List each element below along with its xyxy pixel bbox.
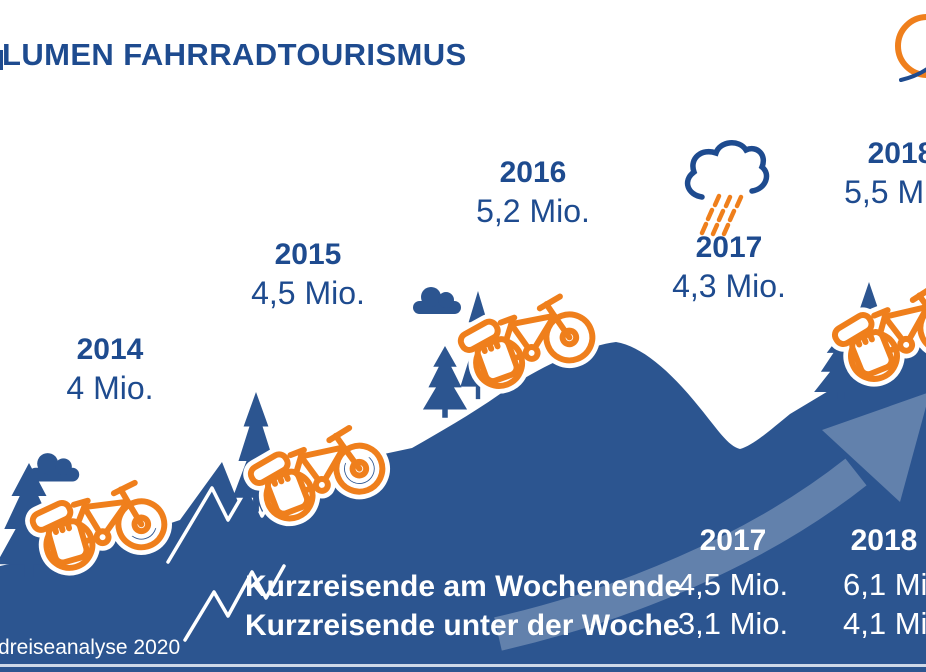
table-row-label: Kurzreisende unter der Woche <box>245 609 680 642</box>
ring-logo-icon <box>895 14 926 82</box>
rain-cloud-icon <box>684 140 770 237</box>
table-column-header-2018: 2018 <box>850 524 918 557</box>
value-label: 5,5 Mio. <box>844 174 926 210</box>
data-point-2014: 2014 4 Mio. <box>30 333 190 406</box>
table-cell: 6,1 Mio. <box>843 567 926 602</box>
table-column-header-2017: 2017 <box>699 524 767 557</box>
table-cell: 4,5 Mio. <box>677 567 789 602</box>
data-point-2017: 2017 4,3 Mio. <box>649 231 809 304</box>
year-label: 2014 <box>76 333 144 366</box>
year-label: 2015 <box>274 238 342 271</box>
cloud-icon <box>28 453 80 482</box>
data-point-2016: 2016 5,2 Mio. <box>453 156 613 229</box>
year-label: 2016 <box>499 156 567 189</box>
year-label: 2017 <box>695 231 763 264</box>
year-label: 2018 <box>867 137 926 170</box>
mountain-silhouette <box>0 342 926 672</box>
value-label: 4,5 Mio. <box>251 275 365 311</box>
page-title: LUMEN FAHRRADTOURISMUS <box>2 37 467 72</box>
cloud-icon <box>413 287 461 314</box>
data-point-2015: 2015 4,5 Mio. <box>228 238 388 311</box>
value-label: 4 Mio. <box>66 370 154 406</box>
table-row-label: Kurzreisende am Wochenende <box>245 570 682 603</box>
value-label: 5,2 Mio. <box>476 193 590 229</box>
source-note: dreiseanalyse 2020 <box>0 636 181 659</box>
growth-arrow-icon <box>494 393 926 651</box>
table-cell: 3,1 Mio. <box>677 606 789 641</box>
data-point-2018: 2018 5,5 Mio. <box>821 137 926 210</box>
bottom-divider <box>0 664 926 667</box>
title-cut-letter-fragment <box>0 50 3 70</box>
table-cell: 4,1 Mio. <box>843 606 926 641</box>
value-label: 4,3 Mio. <box>672 268 786 304</box>
